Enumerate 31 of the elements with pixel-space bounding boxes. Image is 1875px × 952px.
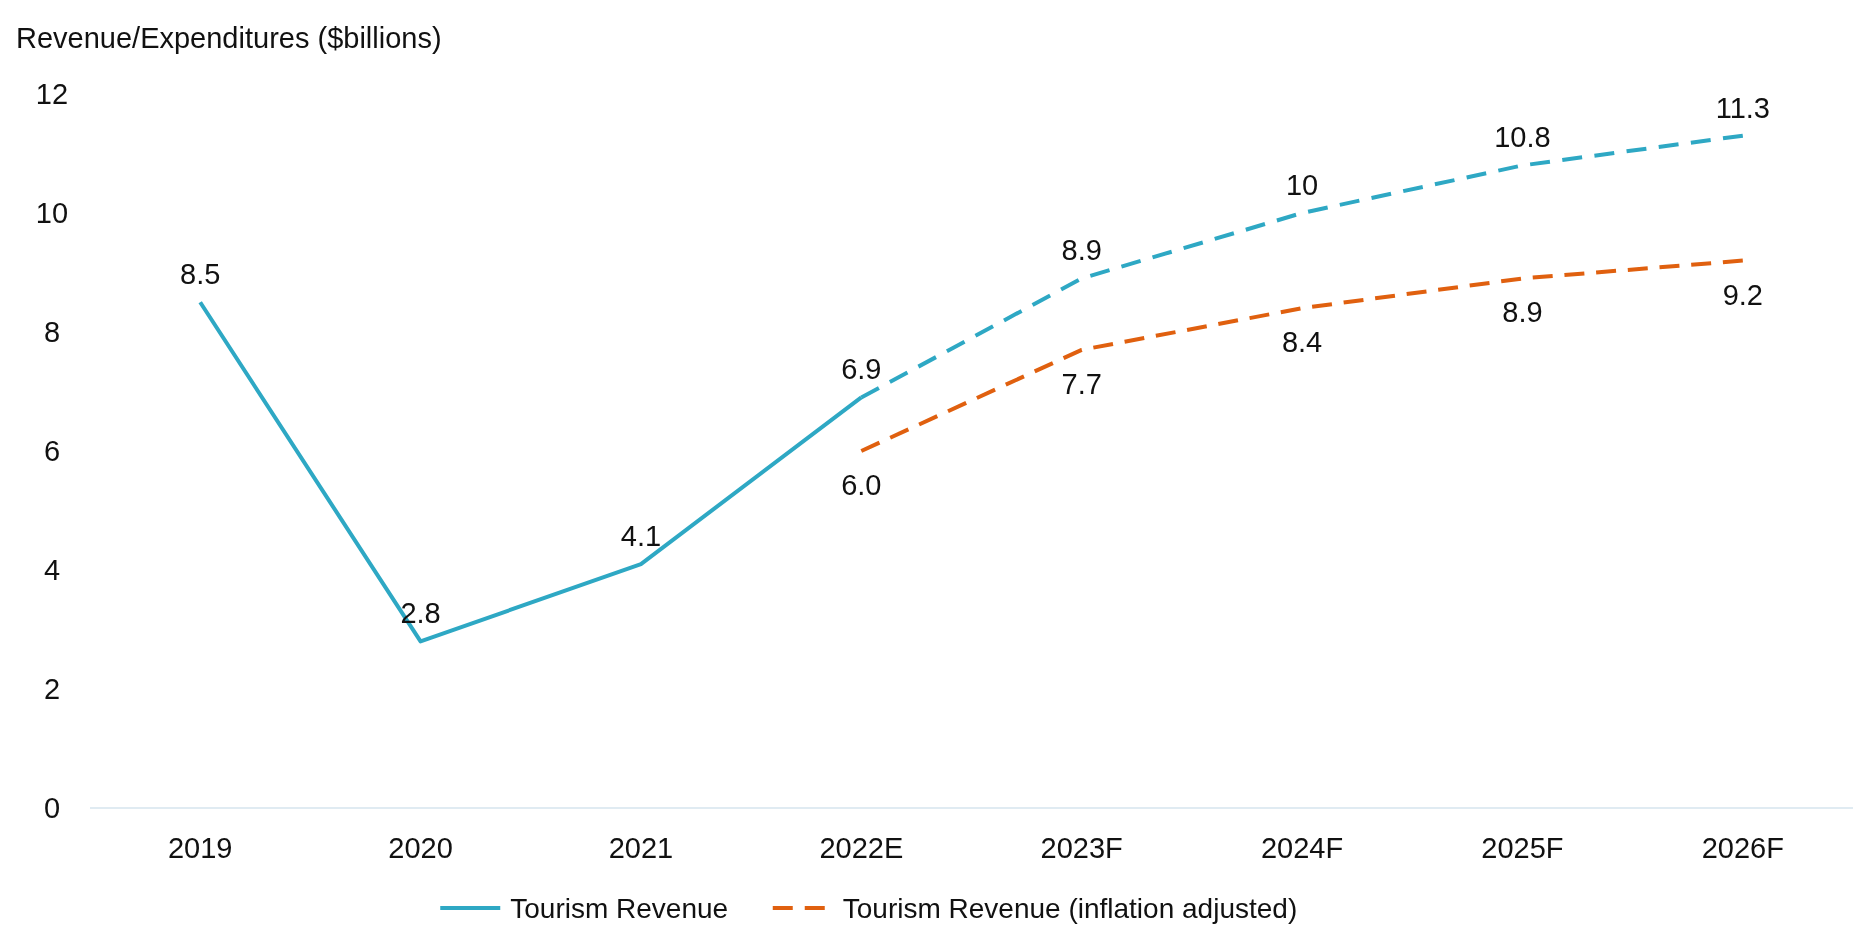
legend-label: Tourism Revenue bbox=[510, 893, 729, 924]
y-axis-title: Revenue/Expenditures ($billions) bbox=[16, 22, 442, 54]
x-tick-label: 2026F bbox=[1701, 832, 1784, 864]
y-tick-label: 8 bbox=[43, 316, 61, 348]
x-tick-label: 2021 bbox=[608, 832, 674, 864]
data-label: 8.5 bbox=[180, 258, 221, 291]
data-label: 8.4 bbox=[1281, 326, 1323, 359]
data-label: 10 bbox=[1285, 169, 1319, 201]
data-label: 8.9 bbox=[1061, 234, 1102, 267]
x-tick-label: 2019 bbox=[167, 832, 233, 864]
data-label: 8.9 bbox=[1502, 296, 1543, 329]
data-label: 6.0 bbox=[841, 469, 882, 501]
data-label: 11.3 bbox=[1715, 91, 1770, 124]
x-tick-label: 2022E bbox=[819, 832, 904, 864]
x-tick-label: 2023F bbox=[1040, 832, 1123, 864]
y-tick-label: 0 bbox=[43, 792, 61, 824]
x-tick-label: 2020 bbox=[388, 832, 453, 864]
y-tick-label: 6 bbox=[43, 435, 61, 467]
data-label: 6.9 bbox=[841, 353, 882, 386]
data-label: 2.8 bbox=[400, 597, 441, 630]
y-tick-label: 4 bbox=[43, 554, 61, 586]
data-label: 7.7 bbox=[1061, 367, 1102, 400]
data-label: 4.1 bbox=[620, 520, 662, 553]
data-label: 9.2 bbox=[1722, 278, 1763, 311]
y-tick-label: 10 bbox=[35, 197, 69, 229]
y-tick-label: 2 bbox=[43, 673, 61, 705]
y-tick-label: 12 bbox=[35, 78, 69, 110]
x-tick-label: 2024F bbox=[1260, 832, 1344, 864]
data-label: 10.8 bbox=[1494, 121, 1551, 154]
x-tick-label: 2025F bbox=[1481, 832, 1564, 864]
legend-label: Tourism Revenue (inflation adjusted) bbox=[842, 893, 1298, 924]
